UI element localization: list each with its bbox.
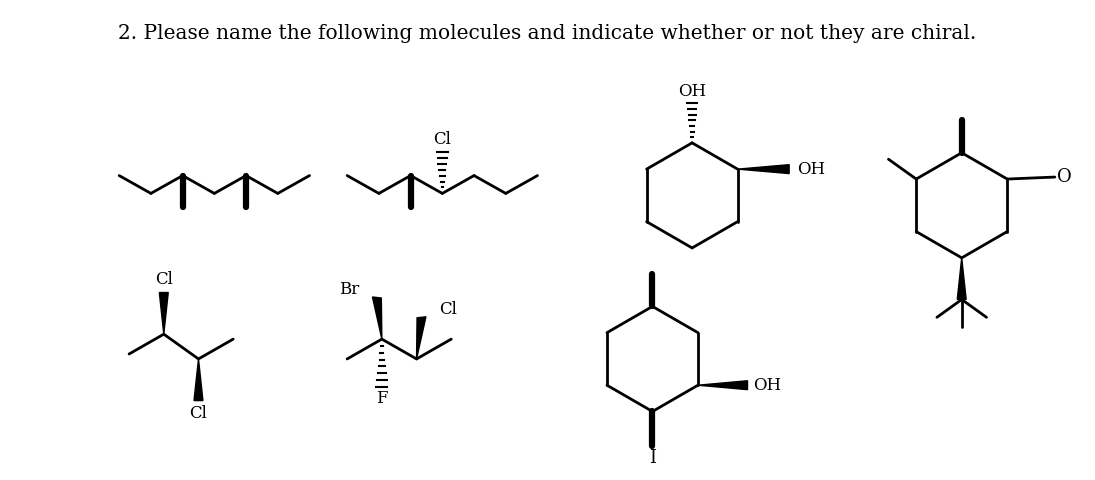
- Polygon shape: [194, 359, 203, 401]
- Text: Cl: Cl: [189, 405, 207, 422]
- Text: OH: OH: [678, 83, 706, 100]
- Text: 2. Please name the following molecules and indicate whether or not they are chir: 2. Please name the following molecules a…: [118, 24, 977, 43]
- Text: OH: OH: [753, 377, 782, 394]
- Text: F: F: [376, 390, 388, 407]
- Polygon shape: [738, 165, 789, 174]
- Polygon shape: [416, 317, 426, 359]
- Text: I: I: [649, 449, 656, 467]
- Text: Br: Br: [338, 281, 359, 298]
- Polygon shape: [372, 297, 382, 339]
- Text: Cl: Cl: [434, 132, 451, 148]
- Text: Cl: Cl: [439, 301, 458, 318]
- Polygon shape: [160, 292, 169, 334]
- Polygon shape: [957, 258, 966, 300]
- Text: Cl: Cl: [154, 271, 173, 288]
- Text: O: O: [1058, 168, 1072, 186]
- Polygon shape: [698, 381, 748, 390]
- Text: OH: OH: [797, 161, 825, 178]
